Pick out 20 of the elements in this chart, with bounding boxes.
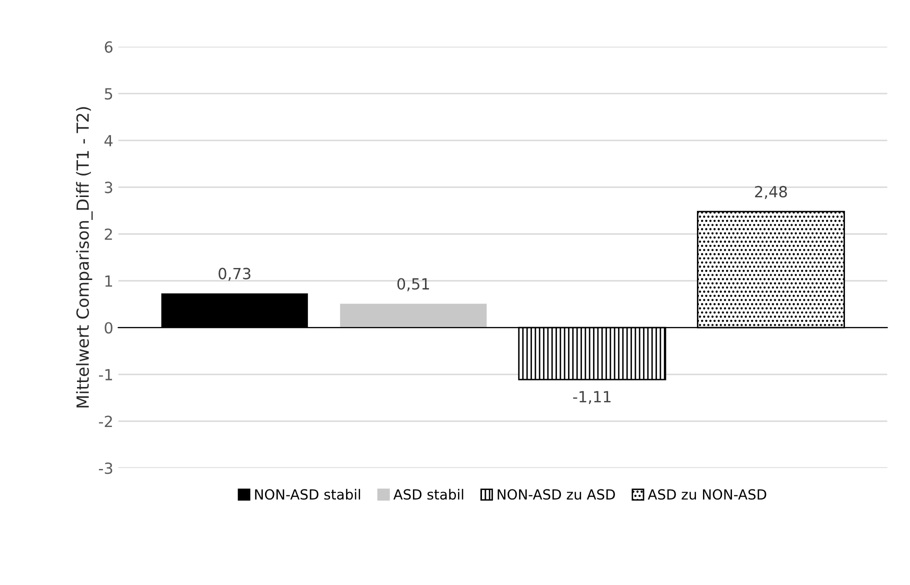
y-tick-label: -3 bbox=[98, 462, 112, 474]
y-tick-label: 2 bbox=[104, 228, 112, 240]
data-label: 0,73 bbox=[218, 268, 250, 281]
y-tick-label: 5 bbox=[104, 88, 112, 100]
legend-label: ASD stabil bbox=[393, 488, 464, 500]
y-tick-label: -2 bbox=[98, 416, 112, 428]
legend-label: NON-ASD stabil bbox=[255, 488, 360, 500]
y-tick-label: 0 bbox=[104, 322, 112, 334]
y-tick-label: -1 bbox=[98, 369, 112, 380]
bar bbox=[340, 304, 487, 328]
y-tick-label: 1 bbox=[105, 275, 112, 287]
data-label: 2,48 bbox=[755, 186, 787, 200]
y-axis-title: Mittelwert Comparison_Diff (T1 - T2) bbox=[76, 107, 93, 408]
data-label: 0,51 bbox=[397, 278, 429, 292]
legend-label: NON-ASD zu ASD bbox=[498, 489, 615, 500]
y-tick-label: 6 bbox=[104, 41, 112, 53]
y-tick-label: 3 bbox=[104, 182, 112, 194]
legend-label: ASD zu NON-ASD bbox=[648, 489, 766, 500]
data-label: -1,11 bbox=[573, 391, 611, 404]
y-tick-label: 4 bbox=[104, 135, 113, 146]
